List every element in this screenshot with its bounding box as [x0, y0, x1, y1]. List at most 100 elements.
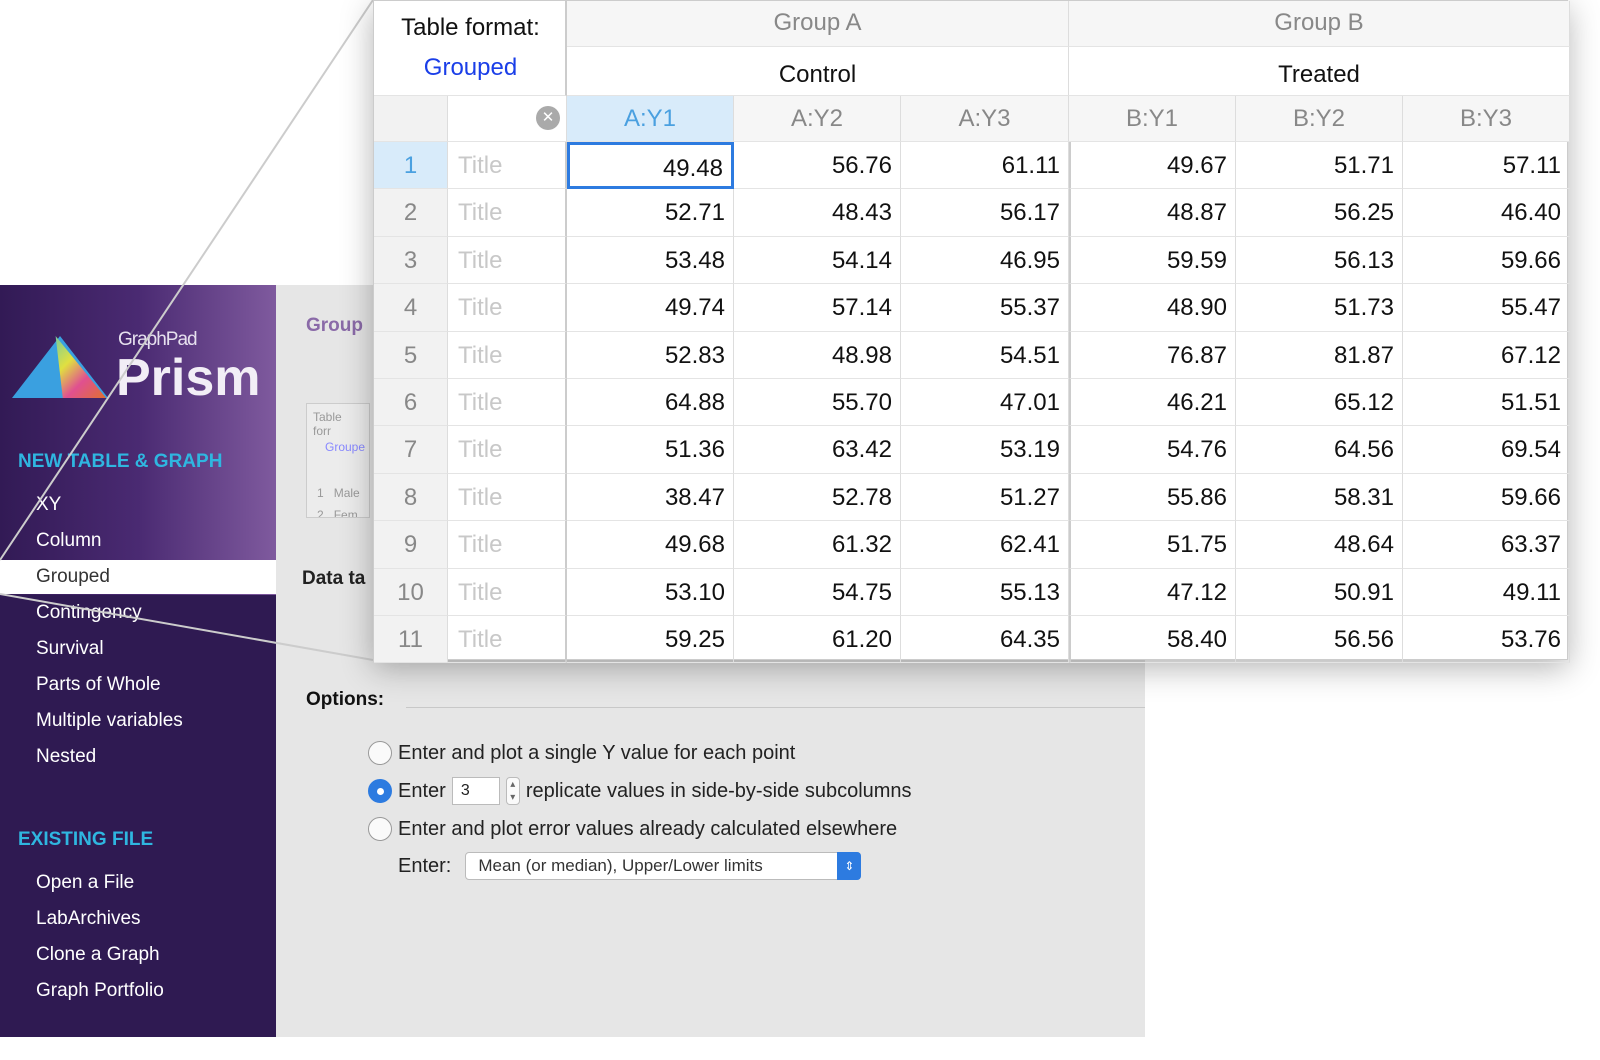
data-cell[interactable]: 76.87	[1069, 331, 1236, 379]
data-cell[interactable]: 56.17	[901, 189, 1069, 237]
data-cell[interactable]: 53.19	[901, 426, 1069, 474]
column-header-a-y2[interactable]: A:Y2	[734, 96, 901, 142]
sidebar-item-parts-of-whole[interactable]: Parts of Whole	[36, 674, 161, 695]
data-cell[interactable]: 48.43	[734, 189, 901, 237]
data-cell[interactable]: 48.64	[1236, 521, 1403, 569]
sidebar-item-survival[interactable]: Survival	[36, 638, 104, 659]
radio-button[interactable]	[368, 817, 392, 841]
data-cell[interactable]: 58.40	[1069, 616, 1236, 664]
data-cell[interactable]: 64.56	[1236, 426, 1403, 474]
data-cell[interactable]: 61.32	[734, 521, 901, 569]
data-cell[interactable]: 48.98	[734, 331, 901, 379]
data-cell[interactable]: 51.75	[1069, 521, 1236, 569]
option-single-y[interactable]: Enter and plot a single Y value for each…	[368, 738, 795, 768]
data-cell[interactable]: 61.11	[901, 142, 1069, 190]
column-header-b-y3[interactable]: B:Y3	[1403, 96, 1570, 142]
data-cell[interactable]: 56.76	[734, 142, 901, 190]
sidebar-item-clone-a-graph[interactable]: Clone a Graph	[36, 944, 160, 965]
subgroup-header[interactable]: Control	[567, 47, 1069, 96]
sidebar-item-grouped[interactable]: Grouped	[0, 560, 276, 594]
data-cell[interactable]: 55.37	[901, 284, 1069, 332]
data-cell[interactable]: 54.75	[734, 568, 901, 616]
data-cell[interactable]: 47.12	[1069, 568, 1236, 616]
group-header[interactable]: Group A	[567, 1, 1069, 47]
sidebar-item-nested[interactable]: Nested	[36, 746, 97, 767]
data-cell[interactable]: 46.95	[901, 236, 1069, 285]
data-cell[interactable]: 65.12	[1236, 379, 1403, 427]
data-cell[interactable]: 56.56	[1236, 616, 1403, 664]
data-cell[interactable]: 48.87	[1069, 189, 1236, 237]
data-cell[interactable]: 57.11	[1403, 142, 1570, 190]
data-cell[interactable]: 53.48	[567, 236, 734, 285]
data-cell[interactable]: 55.13	[901, 568, 1069, 616]
data-cell[interactable]: 64.88	[567, 379, 734, 427]
sidebar-item-contingency[interactable]: Contingency	[36, 602, 142, 623]
row-title-cell[interactable]: Title	[448, 521, 567, 569]
row-title-cell[interactable]: Title	[448, 331, 567, 379]
data-cell[interactable]: 52.83	[567, 331, 734, 379]
data-cell[interactable]: 54.14	[734, 236, 901, 285]
data-cell[interactable]: 56.25	[1236, 189, 1403, 237]
data-cell[interactable]: 47.01	[901, 379, 1069, 427]
option-error-values[interactable]: Enter and plot error values already calc…	[368, 814, 897, 844]
sidebar-item-labarchives[interactable]: LabArchives	[36, 908, 141, 929]
data-cell[interactable]: 48.90	[1069, 284, 1236, 332]
subgroup-header[interactable]: Treated	[1069, 47, 1570, 96]
data-cell[interactable]: 50.91	[1236, 568, 1403, 616]
row-title-cell[interactable]: Title	[448, 189, 567, 237]
data-cell[interactable]: 58.31	[1236, 473, 1403, 522]
data-cell[interactable]: 59.66	[1403, 236, 1570, 285]
data-cell[interactable]: 38.47	[567, 473, 734, 522]
column-header-a-y1[interactable]: A:Y1	[567, 96, 734, 142]
data-cell[interactable]: 55.70	[734, 379, 901, 427]
data-cell[interactable]: 55.86	[1069, 473, 1236, 522]
row-title-cell[interactable]: Title	[448, 379, 567, 427]
data-cell[interactable]: 51.71	[1236, 142, 1403, 190]
data-cell[interactable]: 53.76	[1403, 616, 1570, 664]
data-cell[interactable]: 56.13	[1236, 236, 1403, 285]
data-cell[interactable]: 46.21	[1069, 379, 1236, 427]
data-cell[interactable]: 59.25	[567, 616, 734, 664]
sidebar-item-open-a-file[interactable]: Open a File	[36, 872, 135, 893]
data-cell[interactable]: 51.51	[1403, 379, 1570, 427]
data-cell[interactable]: 49.74	[567, 284, 734, 332]
data-cell[interactable]: 51.27	[901, 473, 1069, 522]
row-title-cell[interactable]: Title	[448, 284, 567, 332]
row-title-cell[interactable]: Title	[448, 473, 567, 522]
data-cell[interactable]: 52.71	[567, 189, 734, 237]
data-cell[interactable]: 54.51	[901, 331, 1069, 379]
row-title-cell[interactable]: Title	[448, 236, 567, 285]
column-header-a-y3[interactable]: A:Y3	[901, 96, 1069, 142]
data-cell[interactable]: 59.66	[1403, 473, 1570, 522]
table-format-value[interactable]: Grouped	[423, 54, 518, 81]
data-cell[interactable]: 53.10	[567, 568, 734, 616]
data-cell[interactable]: 51.36	[567, 426, 734, 474]
row-title-cell[interactable]: Title	[448, 426, 567, 474]
data-cell[interactable]: 49.67	[1069, 142, 1236, 190]
row-title-cell[interactable]: Title	[448, 616, 567, 664]
data-cell[interactable]: 54.76	[1069, 426, 1236, 474]
data-cell[interactable]: 51.73	[1236, 284, 1403, 332]
data-cell[interactable]: 69.54	[1403, 426, 1570, 474]
row-title-cell[interactable]: Title	[448, 142, 567, 190]
data-cell[interactable]: 52.78	[734, 473, 901, 522]
data-cell[interactable]: 64.35	[901, 616, 1069, 664]
radio-button-selected[interactable]	[368, 779, 392, 803]
radio-button[interactable]	[368, 741, 392, 765]
data-cell[interactable]: 49.68	[567, 521, 734, 569]
data-cell[interactable]: 62.41	[901, 521, 1069, 569]
sidebar-item-graph-portfolio[interactable]: Graph Portfolio	[36, 980, 164, 1001]
data-cell[interactable]: 59.59	[1069, 236, 1236, 285]
sidebar-item-multiple-variables[interactable]: Multiple variables	[36, 710, 183, 731]
data-cell[interactable]: 81.87	[1236, 331, 1403, 379]
column-header-b-y1[interactable]: B:Y1	[1069, 96, 1236, 142]
group-header[interactable]: Group B	[1069, 1, 1570, 47]
data-cell[interactable]: 61.20	[734, 616, 901, 664]
column-header-b-y2[interactable]: B:Y2	[1236, 96, 1403, 142]
sidebar-item-xy[interactable]: XY	[36, 494, 62, 515]
replicates-stepper[interactable]: ▴ ▾	[505, 777, 520, 805]
sidebar-item-column[interactable]: Column	[36, 530, 102, 551]
clear-icon[interactable]: ✕	[536, 106, 560, 130]
replicates-input[interactable]: 3	[451, 777, 500, 805]
row-title-cell[interactable]: Title	[448, 568, 567, 616]
